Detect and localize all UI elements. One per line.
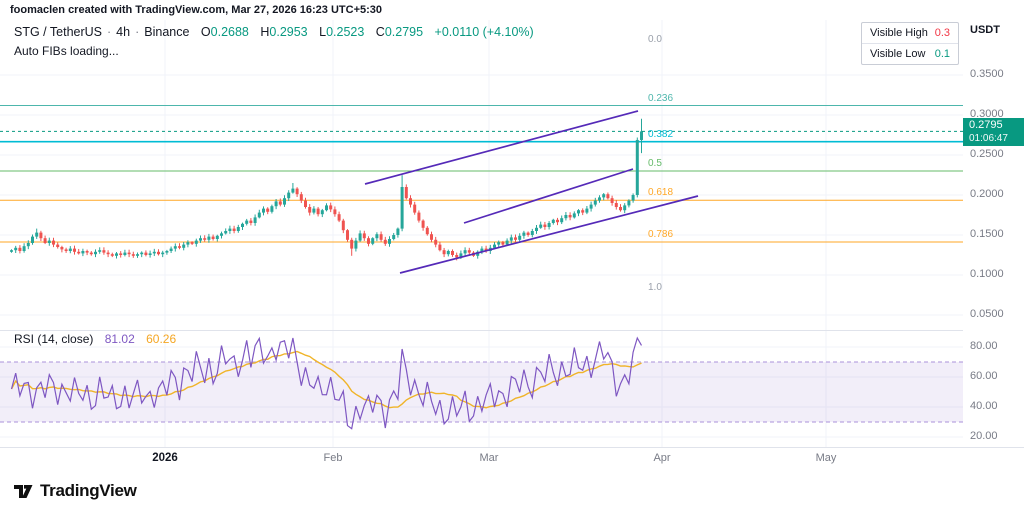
high-pair: H0.2953 <box>260 25 308 39</box>
rsi-legend: RSI (14, close) 81.02 60.26 <box>14 332 176 346</box>
last-price-badge: 0.2795 01:06:47 <box>963 118 1024 147</box>
rsi-value: 81.02 <box>104 332 135 346</box>
open-pair: O0.2688 <box>200 25 249 39</box>
last-price-value: 0.2795 <box>969 119 1003 132</box>
tradingview-logo[interactable]: TradingView <box>12 480 137 502</box>
currency-label: USDT <box>970 24 1000 36</box>
fib-level-label: 0.618 <box>648 187 674 199</box>
indicator-status: Auto FIBs loading... <box>14 44 119 58</box>
fib-level-label: 0.236 <box>648 92 674 104</box>
high-value: 0.2953 <box>269 25 308 39</box>
rsi-tick-label: 60.00 <box>970 370 998 382</box>
rsi-title[interactable]: RSI (14, close) <box>14 332 94 346</box>
tradingview-logo-icon <box>14 485 33 498</box>
tradingview-logo-text: TradingView <box>40 481 137 500</box>
fib-level-label: 1.0 <box>648 282 662 293</box>
price-tick-label: 0.1500 <box>970 228 1004 240</box>
visible-high-row: Visible High 0.3 <box>862 23 958 43</box>
separator: · <box>107 25 112 39</box>
price-tick-label: 0.0500 <box>970 308 1004 320</box>
attribution-text: foomaclen created with TradingView.com, … <box>10 4 383 16</box>
fib-level-label: 0.0 <box>648 34 662 45</box>
time-axis-label: Apr <box>653 452 671 464</box>
close-value: 0.2795 <box>384 25 424 39</box>
fib-level-label: 0.786 <box>648 228 674 240</box>
visible-high-label: Visible High <box>870 27 928 39</box>
price-change: +0.0110 (+4.10%) <box>434 25 534 39</box>
interval-label[interactable]: 4h <box>116 25 131 39</box>
low-value: 0.2523 <box>326 25 365 39</box>
rsi-tick-label: 40.00 <box>970 400 998 412</box>
rsi-ma-value: 60.26 <box>146 332 177 346</box>
symbol-name[interactable]: STG / TetherUS <box>14 25 102 39</box>
price-tick-label: 0.1000 <box>970 268 1004 280</box>
price-tick-label: 0.3500 <box>970 68 1004 80</box>
visible-low-label: Visible Low <box>870 48 926 60</box>
close-pair: C0.2795 <box>375 25 424 39</box>
price-tick-label: 0.2000 <box>970 188 1004 200</box>
rsi-tick-label: 80.00 <box>970 340 998 352</box>
visible-low-value: 0.1 <box>934 48 950 60</box>
visible-high-value: 0.3 <box>934 27 950 39</box>
bar-countdown: 01:06:47 <box>969 133 1008 145</box>
visible-range-box: Visible High 0.3 Visible Low 0.1 <box>861 22 959 65</box>
time-axis[interactable]: 2026 Feb Mar Apr May <box>0 448 963 470</box>
time-axis-label: 2026 <box>152 452 178 464</box>
rsi-tick-label: 20.00 <box>970 430 998 442</box>
ohlc-row: STG / TetherUS · 4h · Binance O0.2688 H0.295… <box>14 24 534 40</box>
time-axis-label: May <box>815 452 837 464</box>
price-tick-label: 0.3000 <box>970 108 1004 120</box>
fib-level-label: 0.382 <box>648 128 674 140</box>
visible-low-row: Visible Low 0.1 <box>862 43 958 64</box>
exchange-label: Binance <box>144 25 190 39</box>
low-pair: L0.2523 <box>319 25 365 39</box>
open-value: 0.2688 <box>210 25 249 39</box>
time-axis-label: Mar <box>479 452 499 464</box>
separator: · <box>135 25 140 39</box>
time-axis-label: Feb <box>323 452 343 464</box>
price-tick-label: 0.2500 <box>970 148 1004 160</box>
fib-level-label: 0.5 <box>648 158 662 169</box>
price-axis[interactable]: USDT 0.3500 0.3000 0.2500 0.2000 0.1500 0.100… <box>963 20 1024 447</box>
symbol-legend: STG / TetherUS · 4h · Binance O0.2688 H0.295… <box>14 24 534 59</box>
